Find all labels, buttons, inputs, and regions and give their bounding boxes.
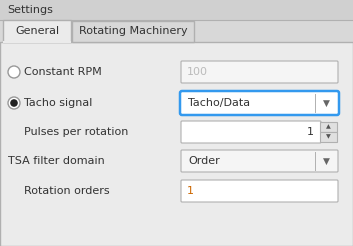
FancyBboxPatch shape (181, 180, 338, 202)
FancyBboxPatch shape (180, 91, 339, 115)
Text: Settings: Settings (7, 5, 53, 15)
Circle shape (10, 99, 18, 107)
FancyBboxPatch shape (3, 20, 71, 42)
Text: ▼: ▼ (323, 98, 329, 108)
Text: ▼: ▼ (323, 156, 329, 166)
Text: Constant RPM: Constant RPM (24, 67, 102, 77)
Text: ▲: ▲ (326, 124, 331, 129)
Text: 1: 1 (187, 186, 194, 196)
Text: ▼: ▼ (326, 135, 331, 139)
Circle shape (8, 66, 20, 78)
FancyBboxPatch shape (0, 0, 353, 20)
Text: 1: 1 (307, 127, 314, 137)
FancyBboxPatch shape (72, 21, 194, 42)
Circle shape (8, 97, 20, 109)
FancyBboxPatch shape (181, 150, 338, 172)
Text: Rotation orders: Rotation orders (24, 186, 110, 196)
FancyBboxPatch shape (181, 61, 338, 83)
Text: TSA filter domain: TSA filter domain (8, 156, 105, 166)
Text: Order: Order (188, 156, 220, 166)
Text: 100: 100 (187, 67, 208, 77)
Text: Tacho/Data: Tacho/Data (188, 98, 250, 108)
FancyBboxPatch shape (320, 122, 337, 132)
Text: Pulses per rotation: Pulses per rotation (24, 127, 128, 137)
FancyBboxPatch shape (0, 20, 353, 42)
FancyBboxPatch shape (320, 132, 337, 142)
FancyBboxPatch shape (181, 121, 321, 143)
Text: Rotating Machinery: Rotating Machinery (79, 26, 187, 36)
Text: Tacho signal: Tacho signal (24, 98, 92, 108)
FancyBboxPatch shape (0, 42, 353, 246)
Text: General: General (15, 26, 59, 36)
